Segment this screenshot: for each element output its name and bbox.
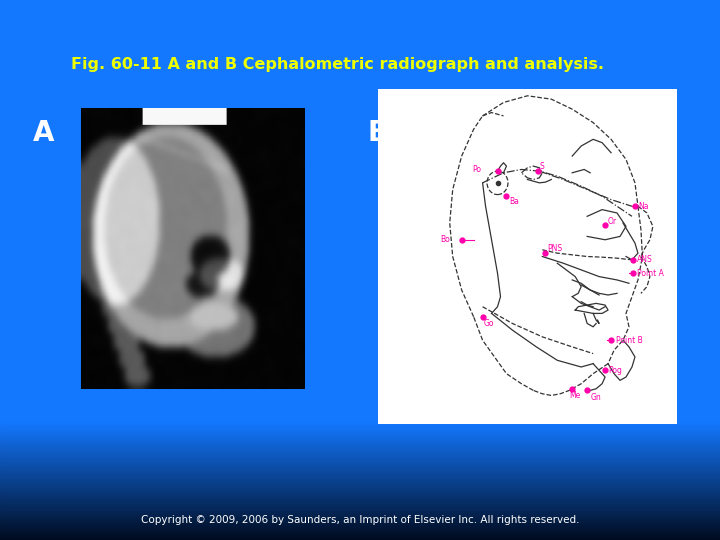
Bar — [0, 534, 720, 536]
Bar — [0, 490, 720, 492]
Bar — [0, 433, 720, 435]
Bar — [0, 511, 720, 513]
Bar — [0, 444, 720, 447]
Bar — [0, 454, 720, 455]
Text: Fig. 60-11 A and B Cephalometric radiograph and analysis.: Fig. 60-11 A and B Cephalometric radiogr… — [71, 57, 603, 72]
Bar — [0, 450, 720, 453]
Bar — [0, 462, 720, 464]
Bar — [0, 488, 720, 489]
Bar — [0, 458, 720, 460]
Bar — [0, 538, 720, 540]
Bar — [0, 494, 720, 496]
Bar — [0, 525, 720, 526]
Bar — [0, 501, 720, 503]
Bar — [0, 476, 720, 477]
Bar — [0, 518, 720, 521]
Text: Na: Na — [639, 202, 649, 211]
Bar — [0, 517, 720, 519]
Bar — [0, 465, 720, 467]
Bar — [0, 423, 720, 426]
Text: Point B: Point B — [616, 336, 642, 345]
Bar — [0, 502, 720, 504]
Bar — [0, 459, 720, 461]
Bar — [0, 470, 720, 472]
Bar — [0, 435, 720, 437]
Bar — [0, 498, 720, 500]
Bar — [0, 523, 720, 525]
Bar — [0, 447, 720, 449]
Text: Me: Me — [570, 391, 580, 400]
Bar — [0, 438, 720, 441]
Text: Ba: Ba — [510, 197, 519, 206]
Bar — [0, 489, 720, 491]
Bar — [0, 532, 720, 534]
Text: PNS: PNS — [546, 244, 562, 253]
Bar — [0, 496, 720, 498]
Bar — [0, 484, 720, 487]
Bar — [0, 0, 720, 421]
Text: Point A: Point A — [637, 269, 664, 278]
Text: Go: Go — [484, 319, 495, 328]
Bar — [0, 508, 720, 510]
Bar — [0, 535, 720, 537]
Bar — [0, 477, 720, 479]
Bar — [0, 482, 720, 484]
Text: Gn: Gn — [590, 393, 601, 402]
Bar — [0, 442, 720, 443]
Bar — [0, 483, 720, 485]
Bar — [0, 471, 720, 473]
Bar — [0, 478, 720, 481]
Bar — [0, 507, 720, 509]
Bar — [0, 504, 720, 506]
Text: Po: Po — [472, 165, 481, 174]
Bar — [0, 461, 720, 463]
Bar — [0, 530, 720, 532]
Bar — [0, 480, 720, 482]
Bar — [0, 510, 720, 512]
Bar — [0, 472, 720, 475]
Bar — [0, 431, 720, 433]
Bar — [0, 522, 720, 524]
Text: Or: Or — [608, 217, 617, 226]
Text: ANS: ANS — [637, 255, 653, 265]
Bar — [0, 449, 720, 451]
Bar — [0, 505, 720, 508]
Bar — [0, 434, 720, 436]
Text: Copyright © 2009, 2006 by Saunders, an Imprint of Elsevier Inc. All rights reser: Copyright © 2009, 2006 by Saunders, an I… — [140, 515, 580, 525]
Bar — [0, 422, 720, 424]
Text: B: B — [367, 119, 388, 147]
Bar — [0, 464, 720, 465]
Bar — [0, 528, 720, 530]
Bar — [0, 440, 720, 442]
Bar — [0, 467, 720, 469]
Bar — [0, 428, 720, 430]
Bar — [0, 437, 720, 439]
Bar — [0, 537, 720, 538]
Bar — [0, 492, 720, 494]
Bar — [0, 474, 720, 476]
Text: A: A — [32, 119, 54, 147]
Bar — [0, 452, 720, 454]
Bar — [0, 516, 720, 518]
Bar — [0, 514, 720, 516]
Bar — [0, 529, 720, 531]
Text: S: S — [539, 161, 544, 171]
Text: Pog: Pog — [608, 366, 622, 375]
Bar — [0, 425, 720, 427]
Bar — [0, 495, 720, 497]
Bar — [0, 456, 720, 458]
Bar — [0, 468, 720, 470]
Bar — [0, 486, 720, 488]
Bar — [0, 513, 720, 515]
Bar — [0, 446, 720, 448]
Bar — [0, 430, 720, 431]
Bar — [0, 427, 720, 429]
Bar — [0, 520, 720, 522]
Bar — [0, 526, 720, 528]
Bar — [0, 500, 720, 501]
Text: Bo: Bo — [440, 235, 450, 244]
Bar — [0, 443, 720, 445]
Bar — [0, 455, 720, 457]
Bar — [0, 421, 720, 423]
